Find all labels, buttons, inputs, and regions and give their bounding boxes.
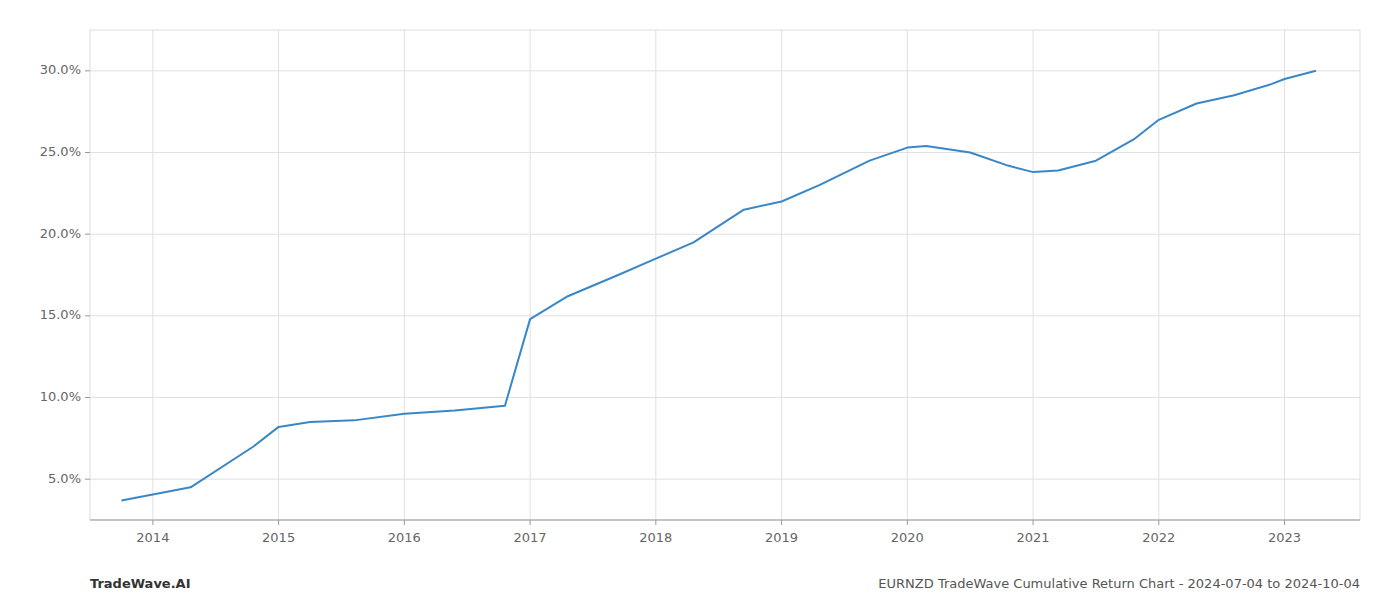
y-grid-line — [90, 315, 1360, 316]
annotation: TradeWave.AI — [90, 576, 191, 591]
y-grid-line — [90, 70, 1360, 71]
y-tick — [85, 234, 90, 235]
annotation: EURNZD TradeWave Cumulative Return Chart… — [878, 576, 1360, 591]
x-grid-line — [1158, 30, 1159, 520]
y-tick-label: 5.0% — [48, 471, 81, 486]
x-tick — [530, 520, 531, 525]
y-tick — [85, 70, 90, 71]
x-tick — [1033, 520, 1034, 525]
x-tick — [1284, 520, 1285, 525]
x-grid-line — [404, 30, 405, 520]
x-tick-label: 2015 — [262, 530, 295, 545]
x-tick-label: 2016 — [388, 530, 421, 545]
line — [121, 71, 1316, 501]
x-tick — [278, 520, 279, 525]
x-tick — [1158, 520, 1159, 525]
x-grid-line — [152, 30, 153, 520]
grid — [90, 30, 1360, 520]
background — [0, 0, 1400, 600]
y-grid-line — [90, 234, 1360, 235]
x-tick — [655, 520, 656, 525]
x-axis-line — [90, 520, 1360, 521]
plot-area — [121, 71, 1316, 501]
x-grid-line — [1284, 30, 1285, 520]
x-tick-label: 2020 — [891, 530, 924, 545]
chart: 5.0% 10.0% 15.0% 20.0% 25.0% 30.0% 2014 2015 201… — [0, 0, 1400, 600]
plot-frame — [90, 30, 1360, 520]
x-tick — [152, 520, 153, 525]
x-grid-line — [278, 30, 279, 520]
x-tick-label: 2022 — [1142, 530, 1175, 545]
y-tick — [85, 152, 90, 153]
x-grid-line — [781, 30, 782, 520]
y-grid-line — [90, 397, 1360, 398]
y-tick — [85, 315, 90, 316]
y-tick — [85, 397, 90, 398]
x-grid-line — [530, 30, 531, 520]
x-tick-label: 2023 — [1268, 530, 1301, 545]
x-tick-label: 2017 — [514, 530, 547, 545]
x-tick — [907, 520, 908, 525]
x-grid-line — [655, 30, 656, 520]
y-tick — [85, 479, 90, 480]
x-tick-label: 2019 — [765, 530, 798, 545]
x-tick — [781, 520, 782, 525]
y-tick-label: 10.0% — [40, 389, 81, 404]
y-grid-line — [90, 152, 1360, 153]
y-tick-label: 15.0% — [40, 307, 81, 322]
y-tick-label: 25.0% — [40, 144, 81, 159]
y-tick-label: 20.0% — [40, 226, 81, 241]
x-grid-line — [907, 30, 908, 520]
x-grid-line — [1033, 30, 1034, 520]
x-tick-label: 2021 — [1017, 530, 1050, 545]
x-tick-label: 2018 — [639, 530, 672, 545]
y-grid-line — [90, 479, 1360, 480]
axes: 5.0% 10.0% 15.0% 20.0% 25.0% 30.0% 2014 2015 201… — [40, 30, 1360, 545]
x-tick-label: 2014 — [136, 530, 169, 545]
y-tick-label: 30.0% — [40, 62, 81, 77]
x-tick — [404, 520, 405, 525]
